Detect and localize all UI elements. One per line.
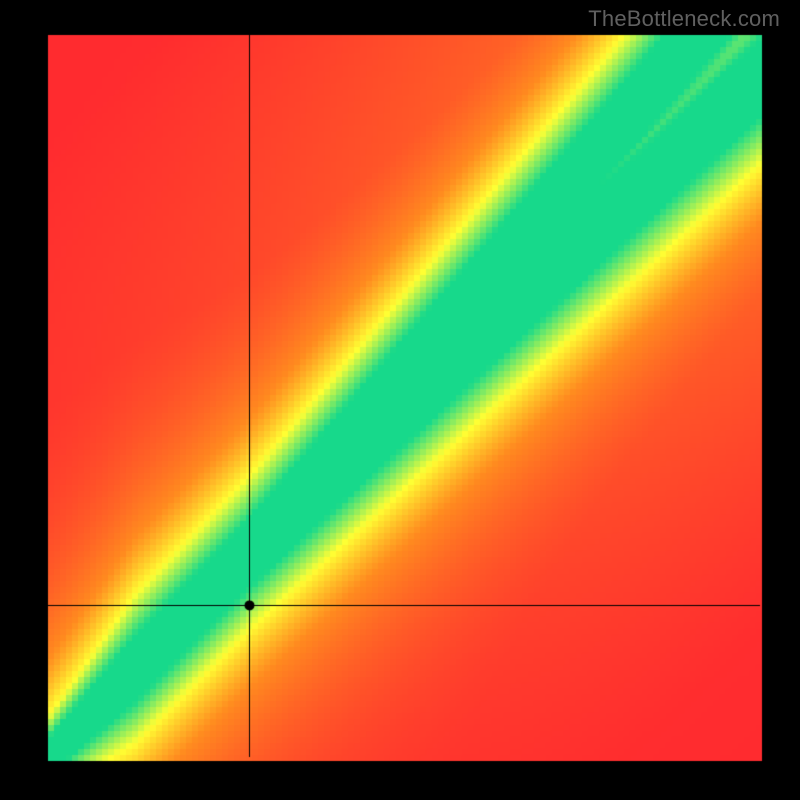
watermark-text: TheBottleneck.com	[588, 6, 780, 32]
heatmap-canvas	[0, 0, 800, 800]
